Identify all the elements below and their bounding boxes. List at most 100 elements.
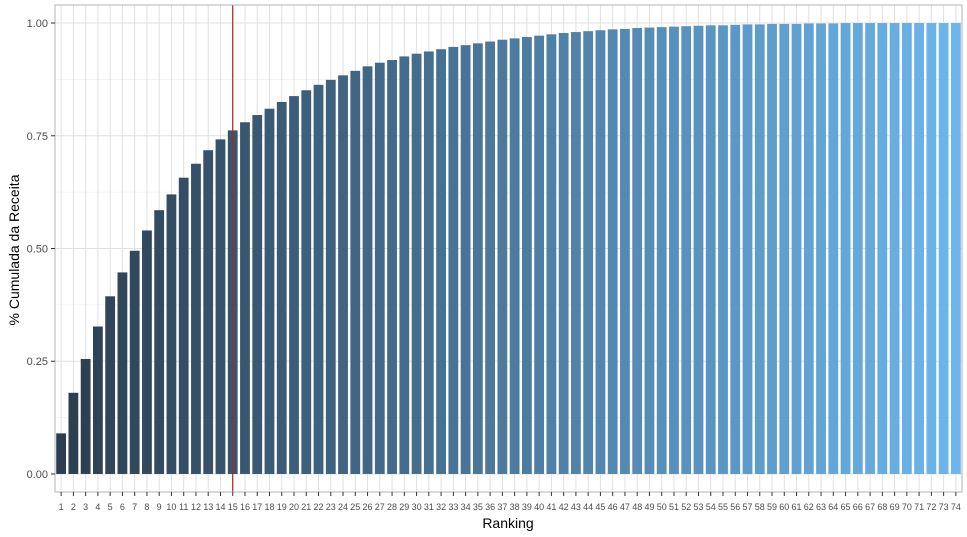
x-tick-label: 48 xyxy=(632,502,642,512)
x-tick-label: 73 xyxy=(939,502,949,512)
x-tick-label: 21 xyxy=(301,502,311,512)
bar-rank-66 xyxy=(852,23,863,474)
x-tick-label: 60 xyxy=(779,502,789,512)
x-tick-label: 42 xyxy=(559,502,569,512)
x-tick-label: 12 xyxy=(191,502,201,512)
bar-rank-60 xyxy=(779,23,790,474)
bar-rank-24 xyxy=(338,75,348,474)
bar-rank-27 xyxy=(374,62,385,474)
x-tick-label: 16 xyxy=(240,502,250,512)
x-tick-label: 17 xyxy=(252,502,262,512)
bar-rank-45 xyxy=(595,30,606,474)
x-axis-title: Ranking xyxy=(482,515,533,531)
x-tick-label: 70 xyxy=(902,502,912,512)
x-tick-label: 59 xyxy=(767,502,777,512)
bar-rank-73 xyxy=(938,23,949,474)
x-tick-label: 27 xyxy=(375,502,385,512)
x-tick-label: 62 xyxy=(804,502,814,512)
bar-rank-19 xyxy=(276,101,287,474)
bar-rank-61 xyxy=(791,23,802,474)
y-tick-label: 0.25 xyxy=(27,356,48,368)
bar-rank-54 xyxy=(705,25,716,474)
x-tick-label: 1 xyxy=(59,502,64,512)
bar-rank-32 xyxy=(436,49,446,474)
x-tick-label: 34 xyxy=(461,502,471,512)
x-tick-label: 6 xyxy=(120,502,125,512)
x-tick-label: 61 xyxy=(792,502,802,512)
x-tick-label: 13 xyxy=(203,502,213,512)
bar-rank-72 xyxy=(926,23,937,474)
bar-rank-50 xyxy=(656,27,667,474)
bar-rank-9 xyxy=(154,210,165,474)
x-tick-label: 66 xyxy=(853,502,863,512)
x-tick-label: 51 xyxy=(669,502,679,512)
x-tick-label: 20 xyxy=(289,502,299,512)
bar-rank-36 xyxy=(485,41,496,474)
bar-rank-6 xyxy=(117,272,128,474)
y-axis-title: % Cumulada da Receita xyxy=(6,174,22,325)
bar-rank-38 xyxy=(509,38,520,474)
bar-rank-7 xyxy=(129,250,140,474)
x-tick-label: 54 xyxy=(706,502,716,512)
bar-rank-18 xyxy=(264,108,275,474)
bar-rank-42 xyxy=(558,32,569,474)
bar-rank-3 xyxy=(80,358,91,474)
bar-rank-5 xyxy=(105,296,116,474)
bar-rank-17 xyxy=(252,115,263,474)
y-tick-label: 1.00 xyxy=(27,18,48,30)
bar-rank-39 xyxy=(521,37,532,474)
x-tick-label: 33 xyxy=(448,502,458,512)
x-tick-label: 35 xyxy=(473,502,483,512)
x-tick-label: 57 xyxy=(742,502,752,512)
x-tick-label: 55 xyxy=(718,502,728,512)
bar-rank-69 xyxy=(889,23,900,474)
bar-rank-59 xyxy=(767,23,777,474)
x-tick-label: 38 xyxy=(510,502,520,512)
bar-rank-26 xyxy=(362,66,373,474)
bar-rank-14 xyxy=(215,139,226,474)
bar-rank-53 xyxy=(693,25,704,474)
bar-rank-64 xyxy=(828,23,839,474)
x-tick-label: 28 xyxy=(387,502,397,512)
bar-rank-44 xyxy=(583,31,594,474)
bar-rank-4 xyxy=(92,326,103,474)
bar-rank-74 xyxy=(950,23,961,474)
y-tick-label: 0.00 xyxy=(27,469,48,481)
x-tick-label: 14 xyxy=(215,502,225,512)
bar-rank-55 xyxy=(718,25,728,474)
x-tick-label: 15 xyxy=(228,502,238,512)
bar-rank-8 xyxy=(142,230,152,474)
x-tick-label: 72 xyxy=(926,502,936,512)
bar-rank-58 xyxy=(754,24,765,474)
bar-rank-40 xyxy=(534,35,545,474)
bar-rank-13 xyxy=(203,150,214,474)
x-tick-label: 5 xyxy=(108,502,113,512)
bar-rank-46 xyxy=(607,29,618,474)
x-tick-label: 53 xyxy=(693,502,703,512)
bar-rank-23 xyxy=(325,79,336,474)
x-tick-label: 47 xyxy=(620,502,630,512)
x-tick-label: 2 xyxy=(71,502,76,512)
x-tick-label: 36 xyxy=(485,502,495,512)
bar-rank-47 xyxy=(620,28,630,474)
bar-rank-28 xyxy=(387,60,397,474)
x-axis-ticks: 1 2 3 4 5 6 7 8 9 10 11 12 13 14 15 16 17 18 19 20 21 22 23 24 2… xyxy=(59,492,961,512)
x-tick-label: 23 xyxy=(326,502,336,512)
bar-rank-65 xyxy=(840,23,851,474)
x-tick-label: 3 xyxy=(83,502,88,512)
x-tick-label: 8 xyxy=(144,502,149,512)
bar-rank-71 xyxy=(914,23,925,474)
bar-rank-63 xyxy=(816,23,826,474)
bar-rank-29 xyxy=(399,56,410,474)
x-tick-label: 32 xyxy=(436,502,446,512)
bar-rank-10 xyxy=(166,194,177,474)
bar-rank-70 xyxy=(901,23,912,474)
bar-rank-52 xyxy=(681,26,692,474)
x-tick-label: 7 xyxy=(132,502,137,512)
bar-rank-1 xyxy=(56,433,67,474)
x-tick-label: 11 xyxy=(179,502,188,512)
bar-rank-56 xyxy=(730,24,741,474)
bar-rank-20 xyxy=(289,96,299,474)
x-tick-label: 10 xyxy=(166,502,176,512)
